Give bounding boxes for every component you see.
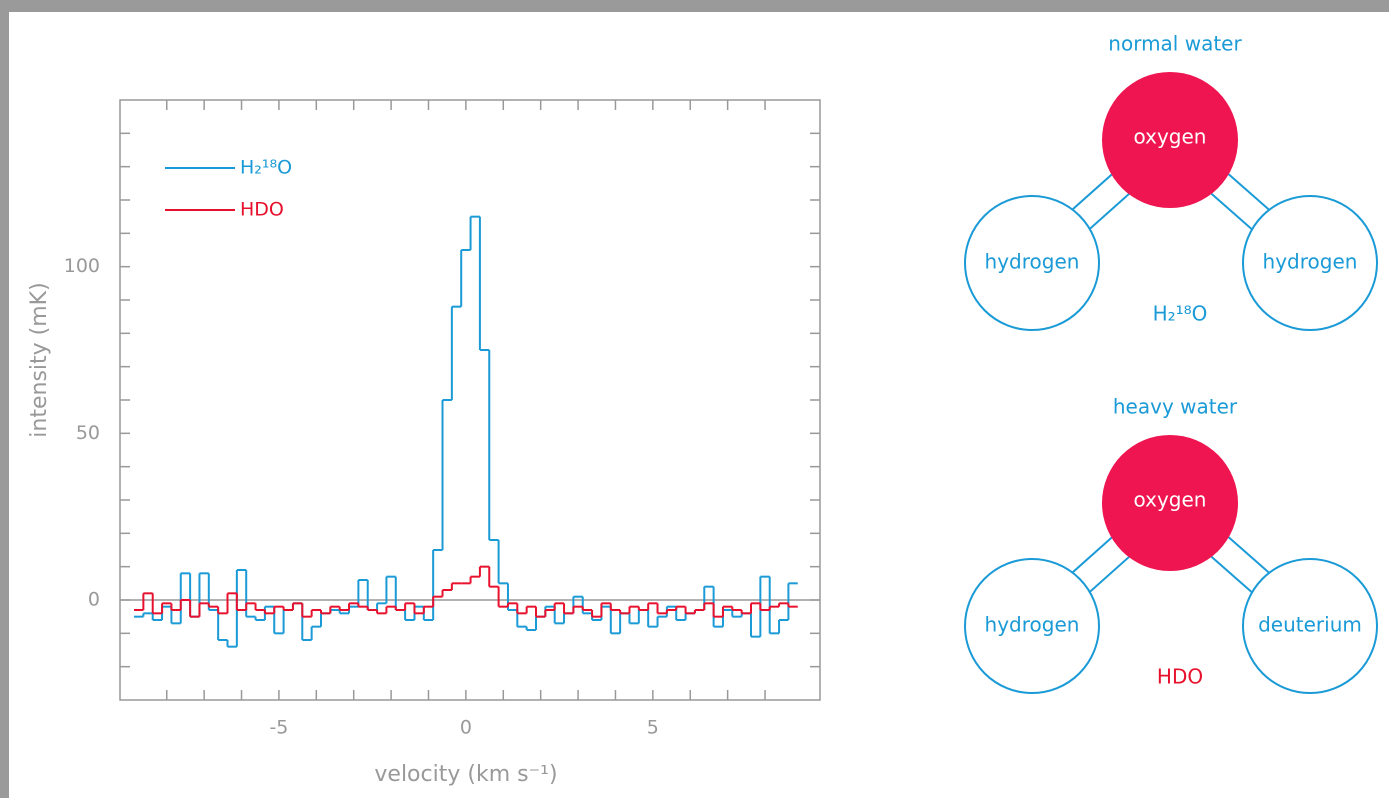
left-bar — [0, 0, 9, 798]
atom-label: hydrogen — [1263, 250, 1358, 274]
legend-label: HDO — [240, 199, 284, 221]
oxygen-atom — [1102, 72, 1238, 208]
x-tick-label: 5 — [647, 717, 659, 739]
atom — [964, 195, 1100, 331]
atom-label: oxygen — [1134, 125, 1207, 149]
molecule-title: normal water — [1108, 32, 1242, 56]
atom — [964, 558, 1100, 694]
atom-label: hydrogen — [985, 250, 1080, 274]
plot-frame — [119, 99, 821, 701]
atom — [1242, 195, 1378, 331]
x-tick-label: 0 — [460, 717, 472, 739]
legend-label: H₂¹⁸O — [240, 157, 292, 179]
y-tick-label: 50 — [76, 422, 100, 444]
y-tick-label: 0 — [88, 589, 100, 611]
atom — [1242, 558, 1378, 694]
atom-label: oxygen — [1134, 488, 1207, 512]
diagram: normal water oxygen hydrogen hydrogen H₂¹⁸O h… — [964, 32, 1378, 694]
x-axis-label: velocity (km s⁻¹) — [374, 762, 557, 787]
oxygen-atom — [1102, 435, 1238, 571]
x-tick-label: -5 — [269, 717, 288, 739]
y-axis-label: intensity (mK) — [27, 282, 52, 437]
y-tick-label: 100 — [64, 255, 100, 277]
atom-label: deuterium — [1258, 613, 1362, 637]
formula: HDO — [1157, 665, 1203, 689]
top-bar — [0, 0, 1389, 12]
molecule-title: heavy water — [1113, 395, 1238, 419]
atom-label: hydrogen — [985, 613, 1080, 637]
formula: H₂¹⁸O — [1153, 302, 1208, 326]
